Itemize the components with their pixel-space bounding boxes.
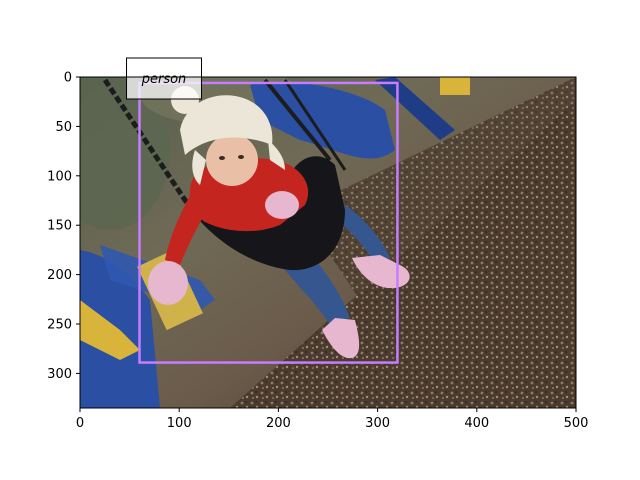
mitten-right <box>265 191 299 219</box>
face <box>206 134 258 186</box>
hat-earflap <box>192 150 206 185</box>
mitten-left <box>148 261 188 305</box>
bbox-label: person <box>141 72 187 87</box>
y-tick-label: 300 <box>47 367 72 382</box>
boot-left <box>322 318 360 359</box>
bbox-rect <box>138 81 399 364</box>
axes-frame <box>79 76 577 409</box>
x-tick-label: 0 <box>76 416 84 431</box>
swing-chain-right <box>263 78 332 162</box>
y-tick-label: 200 <box>47 268 72 283</box>
swing-chain-left <box>102 78 198 217</box>
jeans-right <box>330 205 390 265</box>
x-axis: 0 100 200 300 400 500 <box>76 408 589 431</box>
slide-top-rail <box>375 77 455 140</box>
hat-earflap <box>268 140 285 170</box>
photo <box>80 77 576 408</box>
y-tick-label: 250 <box>47 318 72 333</box>
swing-chain-back <box>283 79 347 171</box>
yellow-post <box>440 77 470 95</box>
eye-left <box>219 156 225 160</box>
detection-overlay: person <box>126 57 399 364</box>
y-tick-label: 150 <box>47 219 72 234</box>
tree-blur <box>80 77 170 230</box>
y-axis: 0 50 100 150 200 250 300 <box>47 71 80 382</box>
y-tick-label: 100 <box>47 169 72 184</box>
x-tick-label: 100 <box>167 416 192 431</box>
knit-hat <box>180 95 273 155</box>
x-tick-label: 400 <box>464 416 489 431</box>
bbox-label-box <box>126 57 203 100</box>
slide-top <box>250 81 395 159</box>
x-tick-label: 200 <box>266 416 291 431</box>
eye-right <box>238 155 244 159</box>
boot-right <box>352 255 410 289</box>
y-tick-label: 50 <box>55 120 72 135</box>
x-tick-label: 300 <box>365 416 390 431</box>
slide-bottom-yellow <box>80 300 140 360</box>
y-tick-label: 0 <box>64 71 72 86</box>
jacket-arm-left <box>165 195 210 265</box>
x-tick-label: 500 <box>564 416 589 431</box>
